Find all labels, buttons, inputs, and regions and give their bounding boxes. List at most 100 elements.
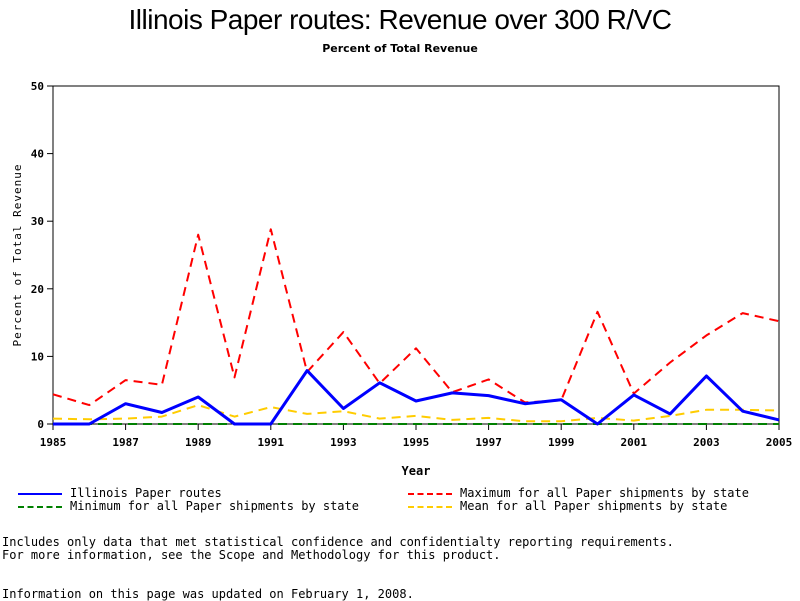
data-point-minimum-for-all-paper-shipments-by-state (161, 423, 163, 425)
data-point-minimum-for-all-paper-shipments-by-state (633, 423, 635, 425)
data-point-mean-for-all-paper-shipments-by-state (524, 420, 526, 422)
data-point-mean-for-all-paper-shipments-by-state (415, 415, 417, 417)
legend-label: Illinois Paper routes (70, 486, 222, 500)
x-tick-label: 1991 (258, 436, 285, 449)
legend-label: Mean for all Paper shipments by state (460, 499, 728, 513)
footnote-methodology: For more information, see the Scope and … (2, 548, 501, 562)
data-point-mean-for-all-paper-shipments-by-state (706, 409, 708, 411)
data-point-illinois-paper-routes (234, 423, 236, 425)
y-tick-label: 50 (31, 80, 44, 93)
data-point-minimum-for-all-paper-shipments-by-state (343, 423, 345, 425)
x-tick-label: 1993 (330, 436, 357, 449)
data-point-maximum-for-all-paper-shipments-by-state (161, 384, 163, 386)
data-point-illinois-paper-routes (270, 423, 272, 425)
data-point-illinois-paper-routes (343, 408, 345, 410)
data-point-illinois-paper-routes (52, 423, 54, 425)
data-point-mean-for-all-paper-shipments-by-state (306, 413, 308, 415)
data-point-mean-for-all-paper-shipments-by-state (270, 406, 272, 408)
y-axis-label: Percent of Total Revenue (11, 164, 24, 347)
x-tick-label: 2001 (621, 436, 648, 449)
y-tick-label: 40 (31, 148, 44, 161)
chart-title: Illinois Paper routes: Revenue over 300 … (128, 4, 672, 35)
data-point-minimum-for-all-paper-shipments-by-state (125, 423, 127, 425)
data-point-maximum-for-all-paper-shipments-by-state (742, 312, 744, 314)
data-point-mean-for-all-paper-shipments-by-state (633, 420, 635, 422)
series-line-illinois-paper-routes (53, 369, 780, 426)
y-tick-label: 10 (31, 350, 44, 363)
chart-subtitle: Percent of Total Revenue (322, 42, 478, 55)
data-point-maximum-for-all-paper-shipments-by-state (197, 234, 199, 236)
data-point-illinois-paper-routes (197, 396, 199, 398)
data-point-minimum-for-all-paper-shipments-by-state (669, 423, 671, 425)
data-point-illinois-paper-routes (669, 413, 671, 415)
data-point-maximum-for-all-paper-shipments-by-state (234, 377, 236, 379)
data-point-mean-for-all-paper-shipments-by-state (597, 417, 599, 419)
data-point-minimum-for-all-paper-shipments-by-state (379, 423, 381, 425)
data-point-mean-for-all-paper-shipments-by-state (343, 410, 345, 412)
data-point-maximum-for-all-paper-shipments-by-state (669, 362, 671, 364)
x-tick-label: 1987 (112, 436, 139, 449)
data-point-illinois-paper-routes (597, 423, 599, 425)
x-tick-label: 2003 (693, 436, 720, 449)
data-point-mean-for-all-paper-shipments-by-state (125, 418, 127, 420)
data-point-minimum-for-all-paper-shipments-by-state (306, 423, 308, 425)
data-point-mean-for-all-paper-shipments-by-state (560, 420, 562, 422)
data-point-mean-for-all-paper-shipments-by-state (778, 410, 780, 412)
series-line-maximum-for-all-paper-shipments-by-state (52, 228, 780, 407)
data-point-illinois-paper-routes (89, 423, 91, 425)
x-axis-label: Year (402, 464, 431, 478)
data-point-minimum-for-all-paper-shipments-by-state (560, 423, 562, 425)
data-point-illinois-paper-routes (778, 419, 780, 421)
data-point-illinois-paper-routes (306, 370, 308, 372)
data-point-maximum-for-all-paper-shipments-by-state (415, 347, 417, 349)
x-tick-label: 2005 (766, 436, 793, 449)
legend-swatch-illinois (18, 493, 62, 495)
legend-label: Maximum for all Paper shipments by state (460, 486, 749, 500)
data-point-maximum-for-all-paper-shipments-by-state (706, 335, 708, 337)
data-point-illinois-paper-routes (415, 400, 417, 402)
data-point-minimum-for-all-paper-shipments-by-state (415, 423, 417, 425)
data-point-maximum-for-all-paper-shipments-by-state (125, 379, 127, 381)
data-point-illinois-paper-routes (125, 403, 127, 405)
data-point-minimum-for-all-paper-shipments-by-state (778, 423, 780, 425)
data-point-illinois-paper-routes (524, 403, 526, 405)
data-point-mean-for-all-paper-shipments-by-state (452, 419, 454, 421)
data-point-mean-for-all-paper-shipments-by-state (234, 416, 236, 418)
x-tick-label: 1995 (403, 436, 430, 449)
data-point-illinois-paper-routes (452, 392, 454, 394)
data-point-illinois-paper-routes (161, 412, 163, 414)
data-point-maximum-for-all-paper-shipments-by-state (778, 320, 780, 322)
footnote-updated: Information on this page was updated on … (2, 587, 414, 601)
data-point-illinois-paper-routes (742, 410, 744, 412)
data-point-illinois-paper-routes (560, 399, 562, 401)
x-tick-label: 1989 (185, 436, 212, 449)
line-chart: 0 10 20 30 40 50 1985 1987 1989 1991 1993 1995 1997 1… (11, 80, 793, 478)
data-point-minimum-for-all-paper-shipments-by-state (452, 423, 454, 425)
data-point-mean-for-all-paper-shipments-by-state (488, 417, 490, 419)
data-point-mean-for-all-paper-shipments-by-state (379, 418, 381, 420)
data-point-illinois-paper-routes (488, 395, 490, 397)
data-point-minimum-for-all-paper-shipments-by-state (524, 423, 526, 425)
plot-frame (52, 85, 780, 425)
x-tick-label: 1997 (475, 436, 502, 449)
data-point-mean-for-all-paper-shipments-by-state (52, 418, 54, 420)
series-layer (52, 228, 780, 426)
series-line-mean-for-all-paper-shipments-by-state (52, 404, 780, 423)
y-tick-label: 0 (37, 418, 44, 431)
data-point-mean-for-all-paper-shipments-by-state (89, 418, 91, 420)
data-point-mean-for-all-paper-shipments-by-state (161, 416, 163, 418)
legend-swatch-maximum (408, 493, 452, 495)
data-point-illinois-paper-routes (633, 394, 635, 396)
data-point-maximum-for-all-paper-shipments-by-state (343, 331, 345, 333)
axes: 0 10 20 30 40 50 1985 1987 1989 1991 1993 1995 1997 1… (31, 80, 793, 449)
data-point-mean-for-all-paper-shipments-by-state (197, 404, 199, 406)
data-point-minimum-for-all-paper-shipments-by-state (706, 423, 708, 425)
data-point-maximum-for-all-paper-shipments-by-state (52, 393, 54, 395)
data-point-maximum-for-all-paper-shipments-by-state (597, 311, 599, 313)
data-point-illinois-paper-routes (706, 375, 708, 377)
legend-swatch-mean (408, 506, 452, 508)
data-point-maximum-for-all-paper-shipments-by-state (488, 379, 490, 381)
x-tick-label: 1999 (548, 436, 575, 449)
x-tick-label: 1985 (40, 436, 67, 449)
y-tick-label: 30 (31, 215, 44, 228)
